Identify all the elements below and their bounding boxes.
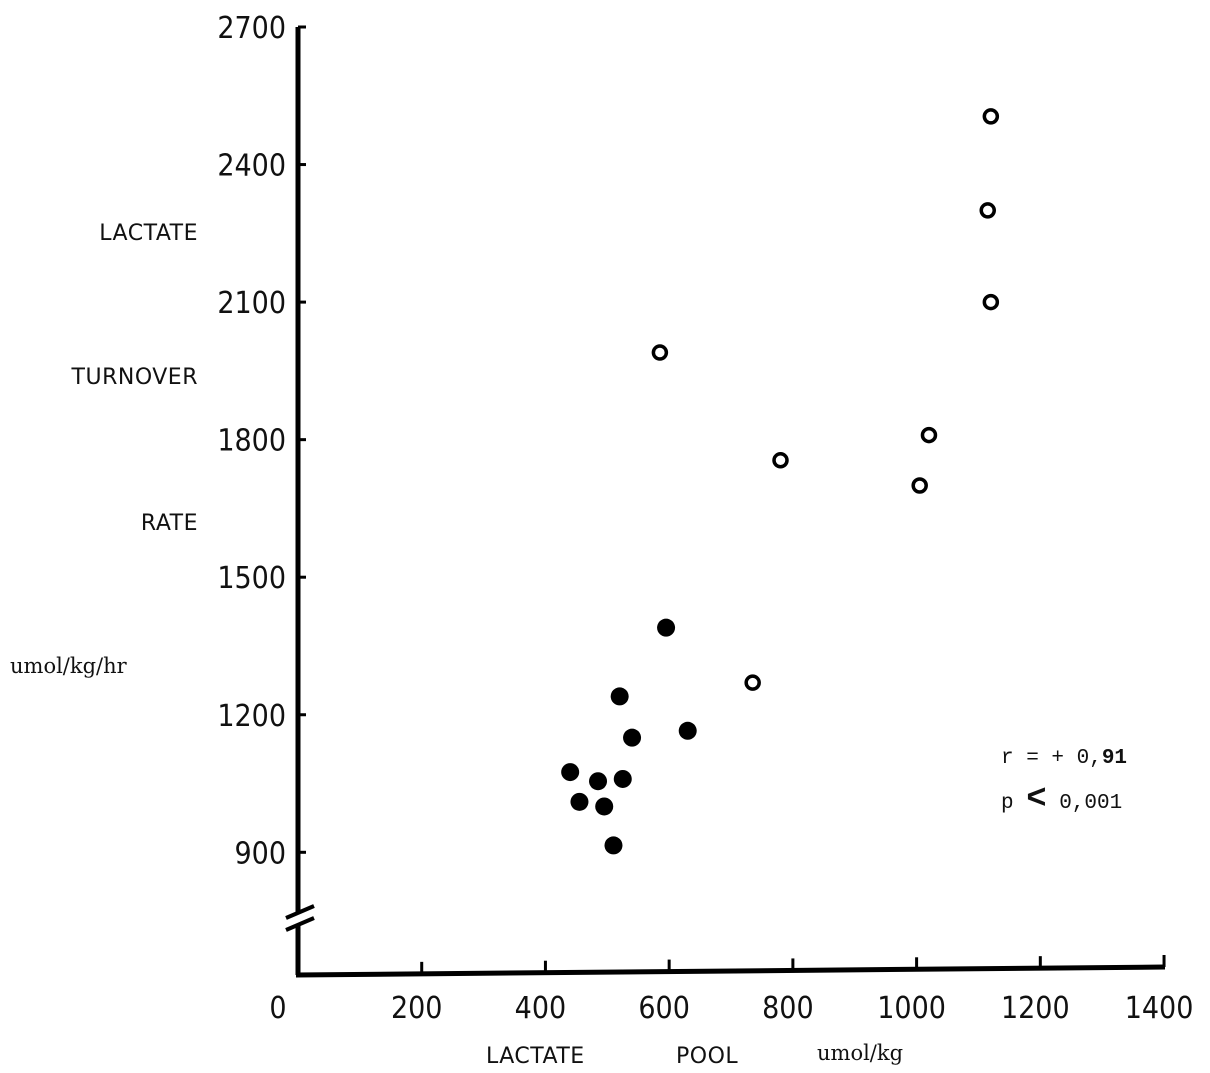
y-tick-label: 1500 — [217, 561, 286, 596]
points-layer — [561, 108, 1000, 855]
data-point-filled — [570, 792, 589, 811]
y-axis-break-mark — [285, 904, 315, 920]
y-tick-label: 900 — [234, 836, 286, 871]
y-axis-title-word: LACTATE — [99, 221, 198, 246]
data-point-filled — [595, 797, 614, 816]
y-tick-label: 1200 — [217, 699, 286, 734]
data-point-filled — [613, 769, 632, 788]
data-point-open — [920, 426, 938, 444]
data-point-filled — [589, 772, 608, 791]
axes-layer — [285, 25, 1166, 978]
data-point-filled — [604, 836, 623, 855]
y-axis-unit: umol/kg/hr — [10, 654, 128, 678]
data-point-filled — [678, 721, 697, 740]
x-tick-label: 200 — [391, 991, 443, 1026]
y-axis-title-word: TURNOVER — [71, 365, 198, 390]
y-axis-break-mark — [285, 916, 315, 932]
y-tick-label: 2700 — [217, 11, 286, 46]
data-point-filled — [561, 763, 580, 782]
p-value-annotation: p < 0,001 — [1001, 781, 1122, 819]
y-tick-label: 2100 — [217, 286, 286, 321]
x-axis-title-word: LACTATE — [486, 1044, 585, 1069]
x-tick-label: 600 — [638, 991, 690, 1026]
x-tick-label: 0 — [269, 991, 286, 1026]
x-tick-label: 1000 — [877, 991, 946, 1026]
x-axis-title-word: POOL — [676, 1044, 738, 1069]
y-tick-label: 1800 — [217, 424, 286, 459]
data-point-open — [911, 477, 928, 494]
correlation-annotation: r = + 0,91 — [1001, 747, 1127, 770]
labels-layer: 900 1200 1500 1800 2100 2400 2700 0 200 400 600 800… — [10, 11, 1193, 1069]
data-point-open — [982, 108, 1000, 125]
x-axis-unit: umol/kg — [817, 1041, 903, 1065]
y-axis-title-word: RATE — [141, 511, 198, 536]
x-tick-label: 400 — [515, 991, 567, 1026]
data-point-filled — [623, 728, 642, 747]
data-point-open — [982, 293, 1000, 311]
x-axis-line — [295, 964, 1166, 978]
data-point-open — [651, 344, 669, 361]
x-tick-label: 1200 — [1001, 991, 1070, 1026]
x-tick-label: 800 — [762, 991, 814, 1026]
y-tick-label: 2400 — [217, 149, 286, 184]
data-point-open — [744, 674, 761, 691]
data-point-open — [979, 202, 996, 219]
x-tick-label: 1400 — [1125, 991, 1194, 1026]
data-point-filled — [657, 618, 676, 637]
data-point-filled — [610, 687, 629, 706]
data-point-open — [772, 452, 789, 469]
